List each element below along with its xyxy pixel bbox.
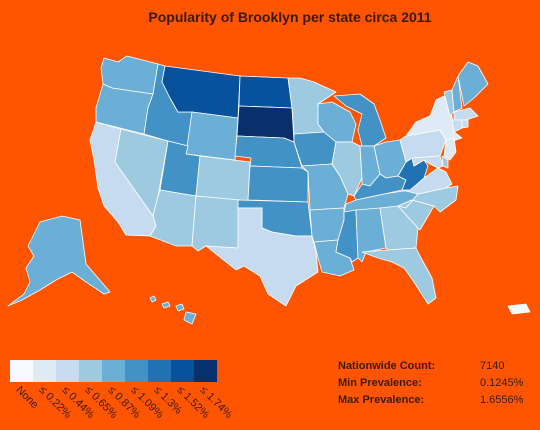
- stat-max-prevalence: Max Prevalence: 1.6556%: [338, 394, 538, 411]
- legend-swatch: [125, 360, 148, 382]
- state-KS: [247, 165, 309, 203]
- stat-value: 1.6556%: [480, 394, 524, 406]
- stat-nationwide-count: Nationwide Count: 7140: [338, 360, 538, 377]
- stats-panel: Nationwide Count: 7140 Min Prevalence: 0…: [338, 360, 538, 411]
- stat-value: 0.1245%: [480, 377, 524, 389]
- state-MD: [411, 155, 444, 169]
- state-HI: [149, 295, 197, 325]
- stat-label: Min Prevalence:: [338, 377, 422, 389]
- legend-swatch: [102, 360, 125, 382]
- stat-value: 7140: [480, 360, 505, 372]
- legend-label: None: [13, 384, 41, 412]
- state-NH: [451, 75, 463, 113]
- legend-swatch: [56, 360, 79, 382]
- state-FL: [361, 247, 437, 305]
- state-ND: [238, 75, 293, 109]
- legend: None ≤ 0.22% ≤ 0.44% ≤ 0.65% ≤ 0.87% ≤ 1.09% ≤…: [10, 360, 234, 430]
- legend-swatch: [33, 360, 56, 382]
- legend-swatch: [148, 360, 171, 382]
- legend-swatch: [171, 360, 194, 382]
- state-NM: [191, 195, 241, 252]
- state-RI: [461, 119, 469, 129]
- state-WY: [185, 111, 239, 161]
- state-CO: [195, 155, 251, 203]
- stat-min-prevalence: Min Prevalence: 0.1245%: [338, 377, 538, 394]
- stat-label: Nationwide Count:: [338, 360, 436, 372]
- state-NJ: [443, 137, 457, 161]
- state-CT: [451, 119, 463, 133]
- state-MA: [453, 107, 479, 121]
- state-PR: [507, 303, 531, 315]
- legend-swatch: [194, 360, 217, 382]
- state-TX: [205, 207, 319, 307]
- state-DE: [441, 155, 449, 169]
- state-ME: [457, 61, 489, 107]
- legend-swatch: [79, 360, 102, 382]
- stat-label: Max Prevalence:: [338, 394, 425, 406]
- map-title: Popularity of Brooklyn per state circa 2…: [148, 9, 432, 25]
- legend-swatch: [10, 360, 33, 382]
- state-AK: [7, 215, 111, 307]
